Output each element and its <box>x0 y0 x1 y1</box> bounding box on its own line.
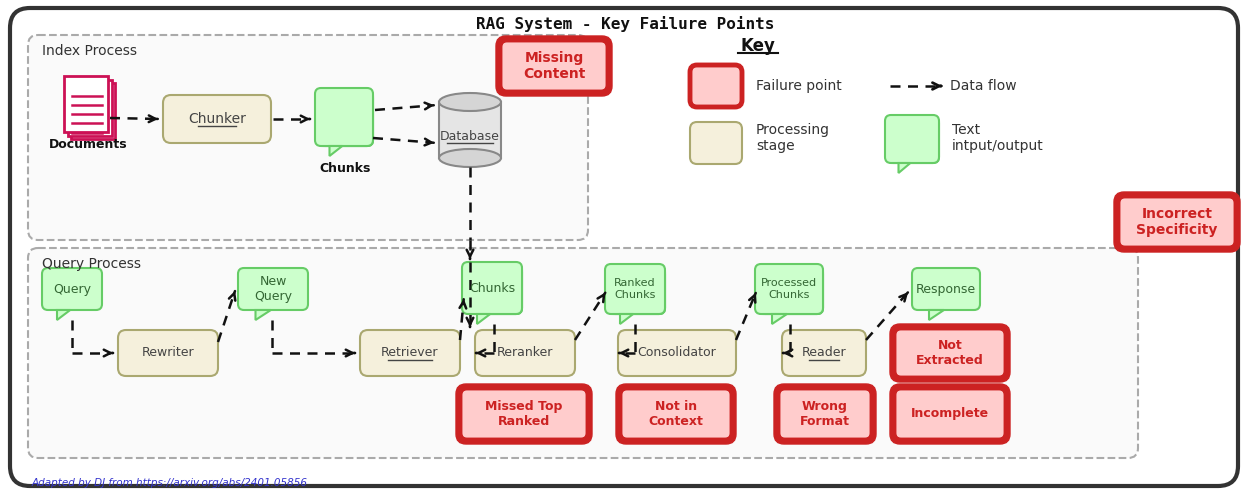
FancyBboxPatch shape <box>885 115 939 163</box>
Text: Key: Key <box>740 37 775 55</box>
Text: RAG System - Key Failure Points: RAG System - Key Failure Points <box>476 16 774 32</box>
FancyBboxPatch shape <box>690 65 742 107</box>
Text: Chunker: Chunker <box>188 112 246 126</box>
FancyBboxPatch shape <box>466 266 522 314</box>
Text: Response: Response <box>916 283 976 296</box>
FancyBboxPatch shape <box>778 388 872 440</box>
Polygon shape <box>330 146 342 156</box>
Text: Retriever: Retriever <box>381 346 439 359</box>
FancyBboxPatch shape <box>759 268 822 314</box>
Text: Documents: Documents <box>49 138 128 150</box>
FancyBboxPatch shape <box>118 330 218 376</box>
Polygon shape <box>899 163 910 173</box>
FancyBboxPatch shape <box>464 264 522 314</box>
Text: Query: Query <box>52 283 91 296</box>
Text: Failure point: Failure point <box>756 79 841 93</box>
Text: Not
Extracted: Not Extracted <box>916 339 984 367</box>
FancyBboxPatch shape <box>68 80 112 136</box>
FancyBboxPatch shape <box>782 330 866 376</box>
Text: New
Query: New Query <box>254 275 292 303</box>
Polygon shape <box>620 314 634 324</box>
Text: Missing
Content: Missing Content <box>522 51 585 81</box>
FancyBboxPatch shape <box>475 330 575 376</box>
Text: Processed
Chunks: Processed Chunks <box>761 278 818 300</box>
FancyBboxPatch shape <box>360 330 460 376</box>
Text: Index Process: Index Process <box>42 44 138 58</box>
FancyBboxPatch shape <box>162 95 271 143</box>
FancyBboxPatch shape <box>496 36 612 96</box>
FancyBboxPatch shape <box>500 40 608 92</box>
FancyBboxPatch shape <box>894 328 1006 378</box>
FancyBboxPatch shape <box>28 35 587 240</box>
Text: Adapted by DJ from https://arxiv.org/abs/2401.05856: Adapted by DJ from https://arxiv.org/abs… <box>32 478 308 488</box>
Text: Reranker: Reranker <box>496 346 554 359</box>
FancyBboxPatch shape <box>1114 192 1240 252</box>
Polygon shape <box>478 314 490 324</box>
Text: Incomplete: Incomplete <box>911 407 989 420</box>
Ellipse shape <box>439 93 501 111</box>
Text: Chunks: Chunks <box>319 161 371 175</box>
Text: Rewriter: Rewriter <box>141 346 194 359</box>
FancyBboxPatch shape <box>460 388 588 440</box>
FancyBboxPatch shape <box>890 324 1010 382</box>
FancyBboxPatch shape <box>888 117 939 163</box>
FancyBboxPatch shape <box>1118 196 1236 248</box>
Polygon shape <box>255 310 271 320</box>
Text: Reader: Reader <box>801 346 846 359</box>
FancyBboxPatch shape <box>912 268 980 310</box>
Text: Processing
stage: Processing stage <box>756 123 830 153</box>
FancyBboxPatch shape <box>10 8 1238 486</box>
Text: Data flow: Data flow <box>950 79 1016 93</box>
FancyBboxPatch shape <box>605 264 665 314</box>
Text: Missed Top
Ranked: Missed Top Ranked <box>485 400 562 428</box>
Text: Text
intput/output: Text intput/output <box>952 123 1044 153</box>
FancyBboxPatch shape <box>608 266 665 314</box>
FancyBboxPatch shape <box>319 92 372 146</box>
FancyBboxPatch shape <box>894 388 1006 440</box>
FancyBboxPatch shape <box>64 76 107 132</box>
FancyBboxPatch shape <box>71 83 115 139</box>
FancyBboxPatch shape <box>890 384 1010 444</box>
Text: Database: Database <box>440 130 500 143</box>
Ellipse shape <box>439 149 501 167</box>
Text: Ranked
Chunks: Ranked Chunks <box>614 278 656 300</box>
FancyBboxPatch shape <box>618 330 736 376</box>
FancyBboxPatch shape <box>456 384 592 444</box>
Bar <box>439 102 501 158</box>
Text: Query Process: Query Process <box>42 257 141 271</box>
FancyBboxPatch shape <box>28 248 1138 458</box>
Text: Not in
Context: Not in Context <box>649 400 704 428</box>
FancyBboxPatch shape <box>42 268 102 310</box>
FancyBboxPatch shape <box>758 266 822 314</box>
FancyBboxPatch shape <box>616 384 736 444</box>
FancyBboxPatch shape <box>462 262 522 314</box>
FancyBboxPatch shape <box>690 122 742 164</box>
FancyBboxPatch shape <box>318 90 372 146</box>
FancyBboxPatch shape <box>755 264 822 314</box>
Text: Wrong
Format: Wrong Format <box>800 400 850 428</box>
FancyBboxPatch shape <box>609 268 665 314</box>
Polygon shape <box>772 314 788 324</box>
FancyBboxPatch shape <box>238 268 308 310</box>
Text: Chunks: Chunks <box>469 282 515 295</box>
FancyBboxPatch shape <box>620 388 732 440</box>
Polygon shape <box>58 310 70 320</box>
FancyBboxPatch shape <box>774 384 876 444</box>
FancyBboxPatch shape <box>315 88 372 146</box>
Text: Incorrect
Specificity: Incorrect Specificity <box>1136 207 1218 237</box>
Polygon shape <box>929 310 944 320</box>
Text: Consolidator: Consolidator <box>638 346 716 359</box>
